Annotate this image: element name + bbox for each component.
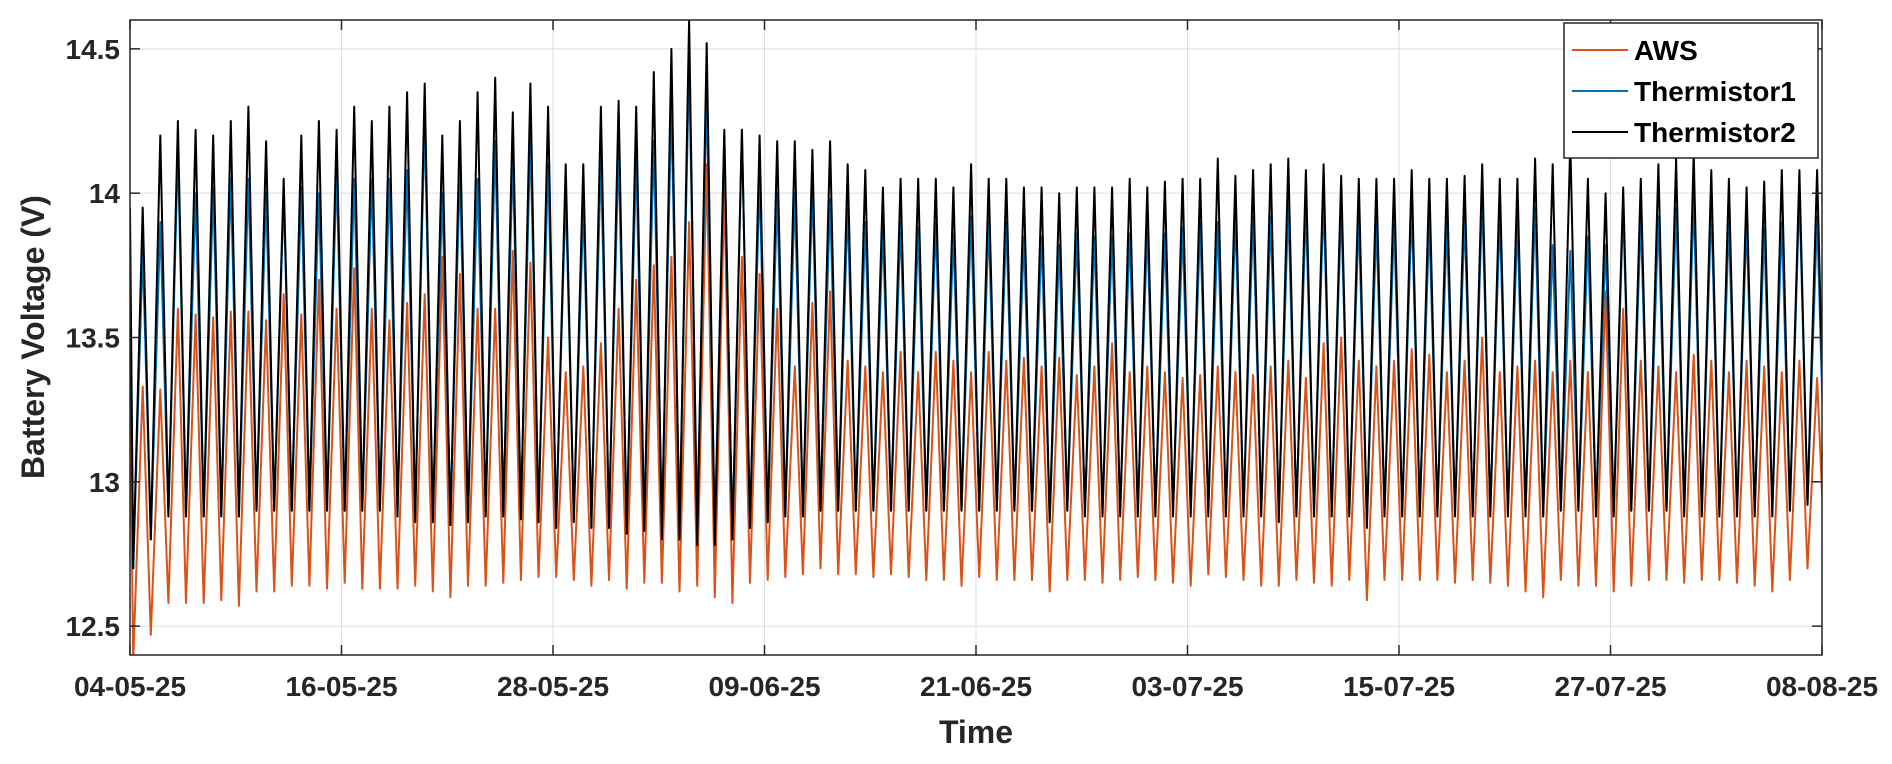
x-tick-label: 08-08-25 [1766, 671, 1878, 702]
legend-label: Thermistor2 [1634, 117, 1796, 148]
y-tick-label: 14.5 [66, 34, 121, 65]
x-tick-label: 27-07-25 [1554, 671, 1666, 702]
x-axis-title: Time [939, 714, 1013, 750]
y-tick-label: 12.5 [66, 611, 121, 642]
axis-ticks: 04-05-25 16-05-25 28-05-25 09-06-25 21-06-25… [66, 20, 1878, 702]
x-tick-label: 28-05-25 [497, 671, 609, 702]
y-tick-label: 13.5 [66, 323, 121, 354]
series-line-thermistor2 [130, 20, 1822, 570]
legend-label: Thermistor1 [1634, 76, 1796, 107]
series-line-aws [130, 163, 1822, 655]
legend: AWS Thermistor1 Thermistor2 [1563, 22, 1819, 159]
x-tick-label: 09-06-25 [708, 671, 820, 702]
x-tick-label: 03-07-25 [1131, 671, 1243, 702]
x-tick-label: 04-05-25 [74, 671, 186, 702]
x-tick-label: 16-05-25 [285, 671, 397, 702]
x-tick-label: 15-07-25 [1343, 671, 1455, 702]
y-tick-label: 14 [89, 178, 121, 209]
legend-label: AWS [1634, 35, 1698, 66]
y-tick-label: 13 [89, 467, 120, 498]
y-axis-title: Battery Voltage (V) [15, 195, 51, 479]
series-lines [130, 20, 1822, 655]
x-tick-label: 21-06-25 [920, 671, 1032, 702]
